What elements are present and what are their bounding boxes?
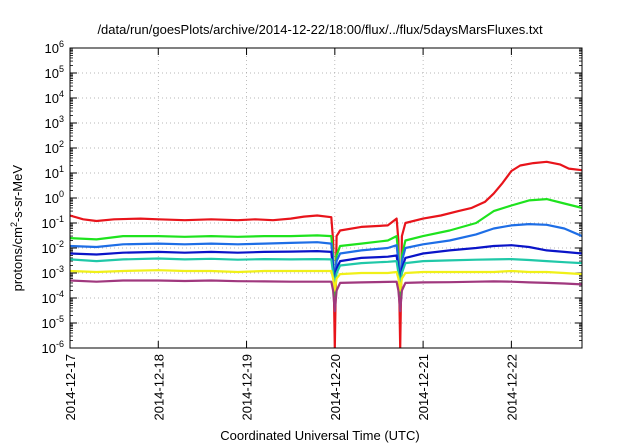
y-tick-label: 100	[45, 189, 64, 206]
plot-frame	[69, 47, 583, 349]
series-line-2	[70, 198, 582, 300]
y-tick-label: 10-1	[42, 214, 64, 231]
chart-title: /data/run/goesPlots/archive/2014-12-22/1…	[97, 22, 543, 37]
y-tick-label: 10-3	[42, 264, 64, 281]
y-tick-label: 104	[45, 89, 64, 106]
y-tick-label: 105	[45, 64, 64, 81]
y-tick-label: 10-6	[42, 339, 64, 356]
y-axis-label-prefix: protons/cm	[10, 227, 26, 292]
y-tick-label: 103	[45, 114, 64, 131]
series-line-4	[70, 244, 582, 284]
y-axis-label-sup: 2	[8, 222, 19, 228]
y-tick-label: 10-4	[42, 289, 64, 306]
x-tick-label: 2014-12-22	[504, 354, 519, 421]
series-line-6	[70, 269, 582, 292]
x-tick-label: 2014-12-20	[328, 354, 343, 421]
x-tick-label: 2014-12-18	[151, 354, 166, 421]
series-line-7	[70, 279, 582, 313]
y-tick-label: 106	[45, 39, 64, 56]
y-axis-label: protons/cm2-s-sr-MeV	[2, 150, 32, 310]
y-tick-label: 10-5	[42, 314, 64, 331]
y-tick-label: 101	[45, 164, 64, 181]
x-tick-label: 2014-12-19	[240, 354, 255, 421]
series-line-5	[70, 257, 582, 288]
x-axis-label: Coordinated Universal Time (UTC)	[220, 428, 420, 443]
x-tick-label: 2014-12-17	[63, 354, 78, 421]
y-axis-label-suffix: -s-sr-MeV	[10, 164, 26, 223]
series-line-1	[70, 160, 582, 348]
series-line-3	[70, 223, 582, 282]
y-tick-label: 102	[45, 139, 64, 156]
x-tick-label: 2014-12-21	[416, 354, 431, 421]
y-tick-label: 10-2	[42, 239, 64, 256]
